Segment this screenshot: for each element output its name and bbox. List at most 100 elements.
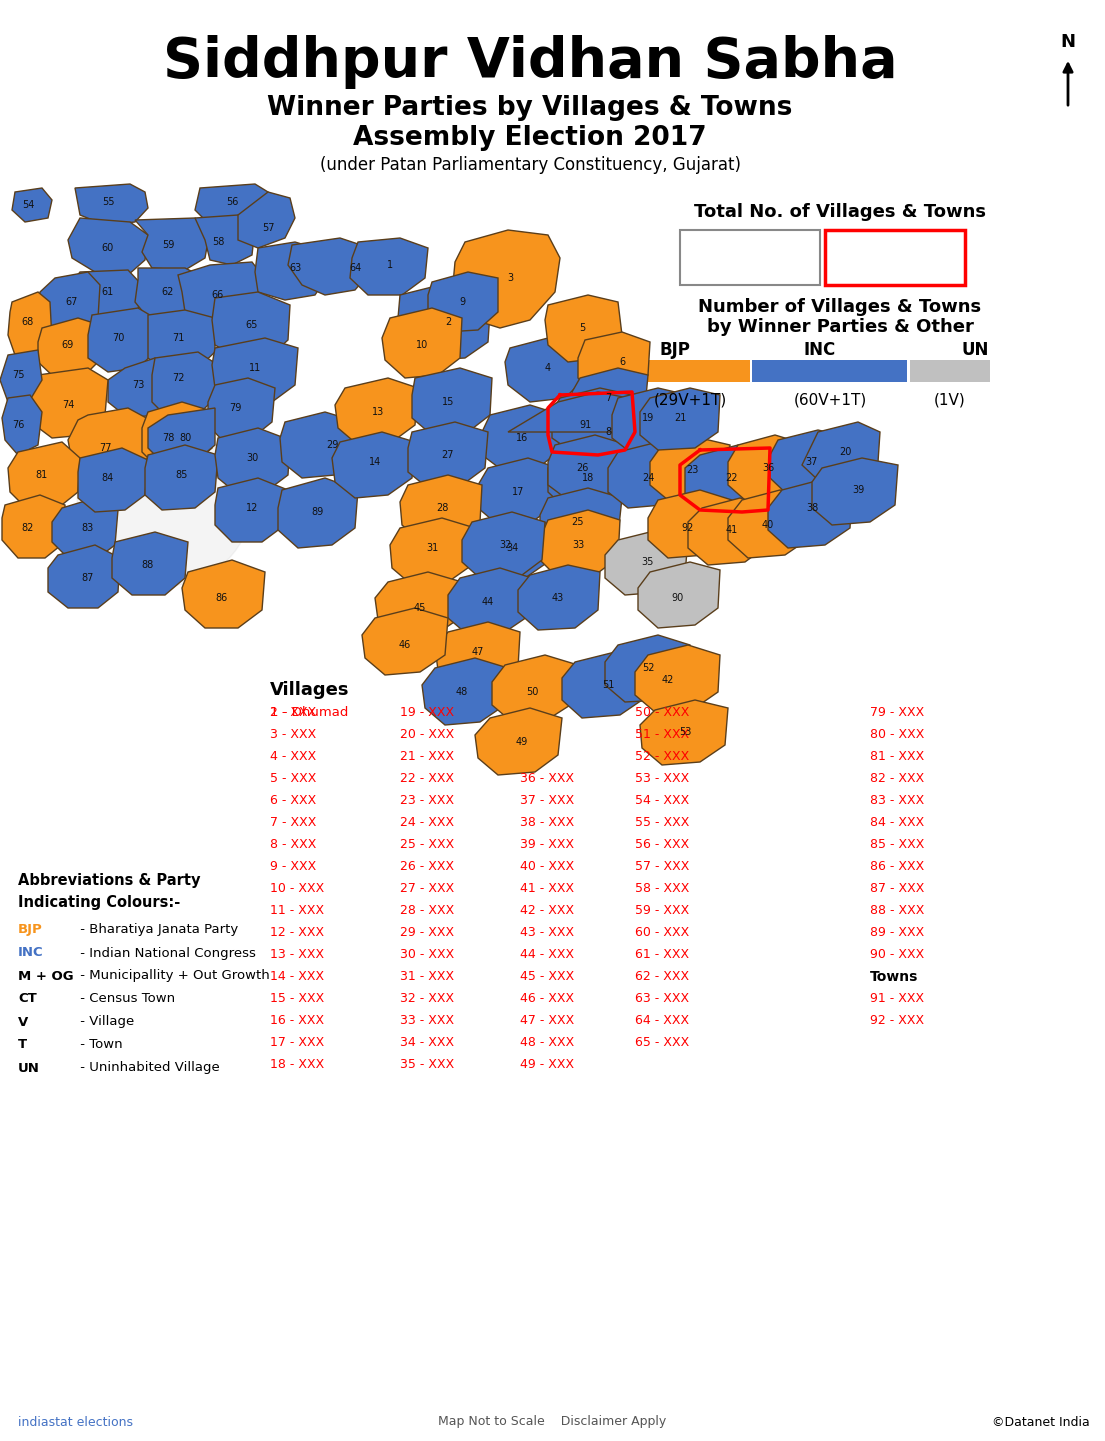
Polygon shape xyxy=(606,635,690,702)
Polygon shape xyxy=(375,572,462,638)
Polygon shape xyxy=(540,510,620,578)
Text: CT: CT xyxy=(18,993,36,1006)
Text: 33: 33 xyxy=(572,540,585,550)
Text: 53: 53 xyxy=(678,728,692,736)
Text: 38 - XXX: 38 - XXX xyxy=(520,817,575,830)
Text: 4 - XXX: 4 - XXX xyxy=(270,751,316,764)
Text: Villages: Villages xyxy=(270,682,349,699)
Text: 91: 91 xyxy=(579,419,591,429)
Text: 18 - XXX: 18 - XXX xyxy=(270,1059,324,1072)
Text: 43: 43 xyxy=(551,594,565,602)
Text: 47 - XXX: 47 - XXX xyxy=(520,1014,575,1027)
Polygon shape xyxy=(75,184,148,225)
Text: 2: 2 xyxy=(890,265,901,282)
Polygon shape xyxy=(606,530,688,595)
Text: 14 - XXX: 14 - XXX xyxy=(270,970,324,984)
Polygon shape xyxy=(152,352,218,418)
Text: 82: 82 xyxy=(22,523,34,533)
Text: 35 - XXX: 35 - XXX xyxy=(400,1059,454,1072)
Polygon shape xyxy=(572,367,648,428)
Polygon shape xyxy=(194,184,269,228)
Text: Total No. of Villages & Towns: Total No. of Villages & Towns xyxy=(694,203,986,220)
Text: 87: 87 xyxy=(82,574,94,584)
Text: 86: 86 xyxy=(215,594,228,602)
Text: 14: 14 xyxy=(369,457,381,467)
Text: 3: 3 xyxy=(507,272,513,282)
Text: 15: 15 xyxy=(442,398,454,406)
Text: 28 - XXX: 28 - XXX xyxy=(400,905,454,918)
Text: 40 - XXX: 40 - XXX xyxy=(520,860,575,873)
Text: 30 - XXX: 30 - XXX xyxy=(400,948,454,961)
Polygon shape xyxy=(462,512,545,579)
Text: 22: 22 xyxy=(726,473,738,483)
Text: 17: 17 xyxy=(512,487,524,497)
Text: 46: 46 xyxy=(399,640,411,650)
Text: 23 - XXX: 23 - XXX xyxy=(400,794,454,807)
Text: 6 - XXX: 6 - XXX xyxy=(270,794,316,807)
Text: 12 - XXX: 12 - XXX xyxy=(270,927,324,940)
Text: 90 - XXX: 90 - XXX xyxy=(870,948,924,961)
Text: Indicating Colours:-: Indicating Colours:- xyxy=(18,895,180,909)
Text: 10 - XXX: 10 - XXX xyxy=(270,882,324,895)
Polygon shape xyxy=(728,435,808,500)
Text: 84: 84 xyxy=(102,473,114,483)
Text: - Indian National Congress: - Indian National Congress xyxy=(76,947,256,960)
Polygon shape xyxy=(72,269,143,321)
Polygon shape xyxy=(12,187,52,222)
Text: N: N xyxy=(1061,33,1075,50)
Polygon shape xyxy=(408,422,488,488)
Polygon shape xyxy=(38,272,99,331)
Text: 45: 45 xyxy=(413,602,427,612)
Text: 24: 24 xyxy=(642,473,654,483)
Text: 2 - XXX: 2 - XXX xyxy=(270,706,316,719)
Text: 55: 55 xyxy=(102,197,114,208)
Text: 60: 60 xyxy=(102,244,114,254)
Text: 48: 48 xyxy=(456,687,469,697)
Polygon shape xyxy=(482,405,562,470)
Text: 1: 1 xyxy=(387,259,393,269)
Text: 45 - XXX: 45 - XXX xyxy=(520,970,575,984)
Text: 81: 81 xyxy=(35,470,49,480)
Polygon shape xyxy=(548,445,625,509)
Polygon shape xyxy=(362,608,448,674)
Text: Village (V): Village (V) xyxy=(709,244,791,256)
Polygon shape xyxy=(548,435,628,500)
Text: V: V xyxy=(18,1016,29,1029)
Text: 83: 83 xyxy=(82,523,94,533)
Polygon shape xyxy=(215,428,290,491)
Text: 30: 30 xyxy=(246,452,259,463)
Text: 88 - XXX: 88 - XXX xyxy=(870,905,925,918)
Text: 63 - XXX: 63 - XXX xyxy=(635,993,690,1006)
Polygon shape xyxy=(608,442,688,509)
Text: 16: 16 xyxy=(516,432,528,442)
Text: 53 - XXX: 53 - XXX xyxy=(635,772,690,785)
Text: 63: 63 xyxy=(288,264,302,272)
Text: 6: 6 xyxy=(619,357,625,367)
Text: 8: 8 xyxy=(604,427,611,437)
Text: 56 - XXX: 56 - XXX xyxy=(635,839,690,852)
Text: 44: 44 xyxy=(482,597,494,607)
Text: (1V): (1V) xyxy=(934,392,966,408)
Text: 38: 38 xyxy=(806,503,818,513)
Text: 21 - XXX: 21 - XXX xyxy=(400,751,454,764)
Text: - Town: - Town xyxy=(76,1039,123,1052)
Text: 83 - XXX: 83 - XXX xyxy=(870,794,924,807)
Polygon shape xyxy=(332,432,415,499)
Text: 8 - XXX: 8 - XXX xyxy=(270,839,316,852)
Polygon shape xyxy=(400,476,482,542)
Polygon shape xyxy=(728,490,812,558)
Text: 35: 35 xyxy=(642,558,654,566)
Text: 27 - XXX: 27 - XXX xyxy=(400,882,454,895)
Polygon shape xyxy=(505,339,585,402)
Polygon shape xyxy=(8,293,52,357)
Polygon shape xyxy=(435,623,520,687)
Text: 32: 32 xyxy=(498,540,512,550)
Text: BJP: BJP xyxy=(18,924,43,937)
Polygon shape xyxy=(112,532,188,595)
Text: 59 - XXX: 59 - XXX xyxy=(635,905,690,918)
Polygon shape xyxy=(143,402,215,468)
Bar xyxy=(630,360,750,382)
Text: 51: 51 xyxy=(602,680,614,690)
Polygon shape xyxy=(212,293,290,357)
Text: 25: 25 xyxy=(571,517,585,527)
